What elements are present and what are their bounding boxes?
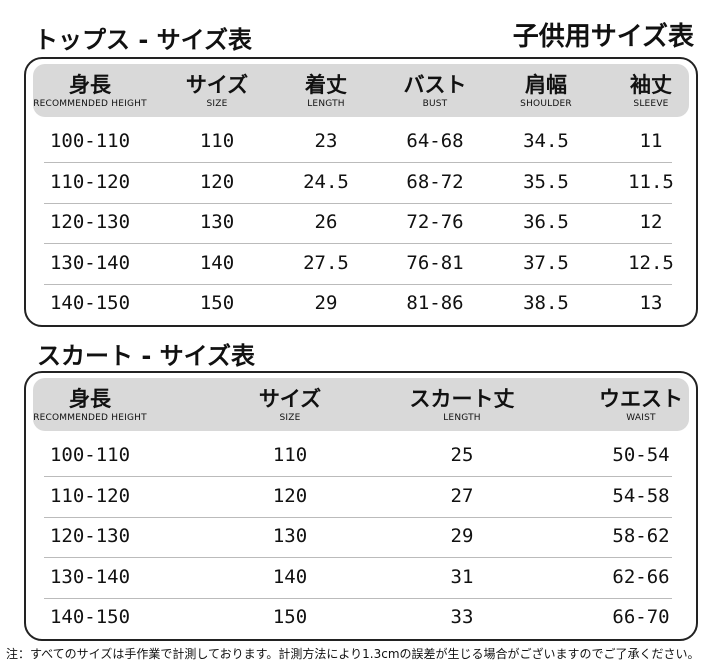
table-cell: 27.5 bbox=[303, 251, 349, 274]
table-cell: 150 bbox=[272, 606, 308, 629]
table-cell: 27 bbox=[450, 484, 474, 507]
table-cell: 120-130 bbox=[49, 525, 131, 548]
table-header bbox=[33, 64, 689, 117]
row-divider bbox=[44, 162, 672, 163]
column-header: 身長 bbox=[69, 387, 111, 411]
table-cell: 11.5 bbox=[628, 170, 674, 193]
table-cell: 120-130 bbox=[49, 211, 131, 234]
table-cell: 100-110 bbox=[49, 444, 131, 466]
table-cell: 54-58 bbox=[612, 484, 670, 507]
column-header: バスト bbox=[403, 73, 467, 97]
column-subheader: SHOULDER bbox=[520, 99, 572, 109]
table-cell: 140-150 bbox=[49, 606, 131, 629]
table-cell: 140-150 bbox=[49, 292, 131, 315]
table-cell: 38.5 bbox=[523, 292, 569, 315]
table-cell: 24.5 bbox=[303, 170, 349, 193]
table-cell: 12 bbox=[639, 211, 663, 234]
table-cell: 12.5 bbox=[628, 251, 674, 274]
table-cell: 140 bbox=[199, 251, 235, 274]
table-cell: 130-140 bbox=[49, 565, 131, 588]
table-cell: 34.5 bbox=[523, 130, 569, 152]
table-cell: 62-66 bbox=[612, 565, 670, 588]
table-cell: 68-72 bbox=[406, 170, 464, 193]
column-header: サイズ bbox=[185, 73, 249, 97]
table-cell: 64-68 bbox=[406, 130, 464, 152]
table-cell: 110-120 bbox=[49, 170, 131, 193]
section-title: トップス - サイズ表 bbox=[34, 26, 252, 54]
column-header: 袖丈 bbox=[630, 73, 672, 97]
column-header: 着丈 bbox=[305, 73, 347, 97]
table-cell: 130 bbox=[199, 211, 235, 234]
column-subheader: LENGTH bbox=[307, 99, 345, 109]
column-header: サイズ bbox=[258, 387, 322, 411]
table-cell: 33 bbox=[450, 606, 474, 629]
table-cell: 11 bbox=[639, 130, 663, 152]
table-cell: 66-70 bbox=[612, 606, 670, 629]
column-subheader: RECOMMENDED HEIGHT bbox=[33, 99, 147, 109]
column-header: ウエスト bbox=[599, 387, 683, 411]
column-subheader: SLEEVE bbox=[633, 99, 669, 109]
table-cell: 23 bbox=[314, 130, 338, 152]
table-header bbox=[33, 378, 689, 431]
column-subheader: BUST bbox=[422, 99, 448, 109]
column-header: 肩幅 bbox=[525, 73, 567, 97]
column-subheader: WAIST bbox=[626, 413, 656, 423]
table-cell: 31 bbox=[450, 565, 474, 588]
table-cell: 36.5 bbox=[523, 211, 569, 234]
table-cell: 110-120 bbox=[49, 484, 131, 507]
table-cell: 50-54 bbox=[612, 444, 670, 466]
table-cell: 140 bbox=[272, 565, 308, 588]
table-cell: 100-110 bbox=[49, 130, 131, 152]
row-divider bbox=[44, 516, 672, 518]
table-cell: 130 bbox=[272, 525, 308, 548]
row-divider bbox=[44, 202, 672, 204]
note: 注：すべてのサイズは手作業で計測しております。計測方法により1.3cmの誤差が生… bbox=[6, 647, 700, 661]
table-cell: 29 bbox=[314, 292, 338, 315]
table-cell: 35.5 bbox=[523, 170, 569, 193]
column-subheader: SIZE bbox=[279, 413, 301, 423]
table-cell: 120 bbox=[199, 170, 235, 193]
column-header: スカート丈 bbox=[409, 387, 515, 411]
table-cell: 120 bbox=[272, 484, 308, 507]
table-cell: 110 bbox=[199, 130, 235, 152]
table-cell: 58-62 bbox=[612, 525, 670, 548]
row-divider bbox=[44, 476, 672, 477]
column-subheader: RECOMMENDED HEIGHT bbox=[33, 413, 147, 423]
column-header: 身長 bbox=[69, 73, 111, 97]
table-cell: 76-81 bbox=[406, 251, 464, 274]
table-cell: 25 bbox=[450, 444, 474, 466]
row-divider bbox=[44, 557, 672, 559]
column-subheader: LENGTH bbox=[443, 413, 481, 423]
row-divider bbox=[44, 597, 672, 599]
table-cell: 150 bbox=[199, 292, 235, 315]
table-cell: 26 bbox=[314, 211, 338, 234]
table-cell: 130-140 bbox=[49, 251, 131, 274]
row-divider bbox=[44, 243, 672, 245]
table-cell: 29 bbox=[450, 525, 474, 548]
table-cell: 37.5 bbox=[523, 251, 569, 274]
table-cell: 13 bbox=[639, 292, 663, 315]
section-title: スカート - サイズ表 bbox=[37, 342, 255, 370]
table-cell: 72-76 bbox=[406, 211, 464, 234]
table-cell: 81-86 bbox=[406, 292, 464, 315]
row-divider bbox=[44, 283, 672, 285]
table-cell: 110 bbox=[272, 444, 308, 466]
page-title: 子供用サイズ表 bbox=[512, 22, 694, 52]
column-subheader: SIZE bbox=[206, 99, 228, 109]
